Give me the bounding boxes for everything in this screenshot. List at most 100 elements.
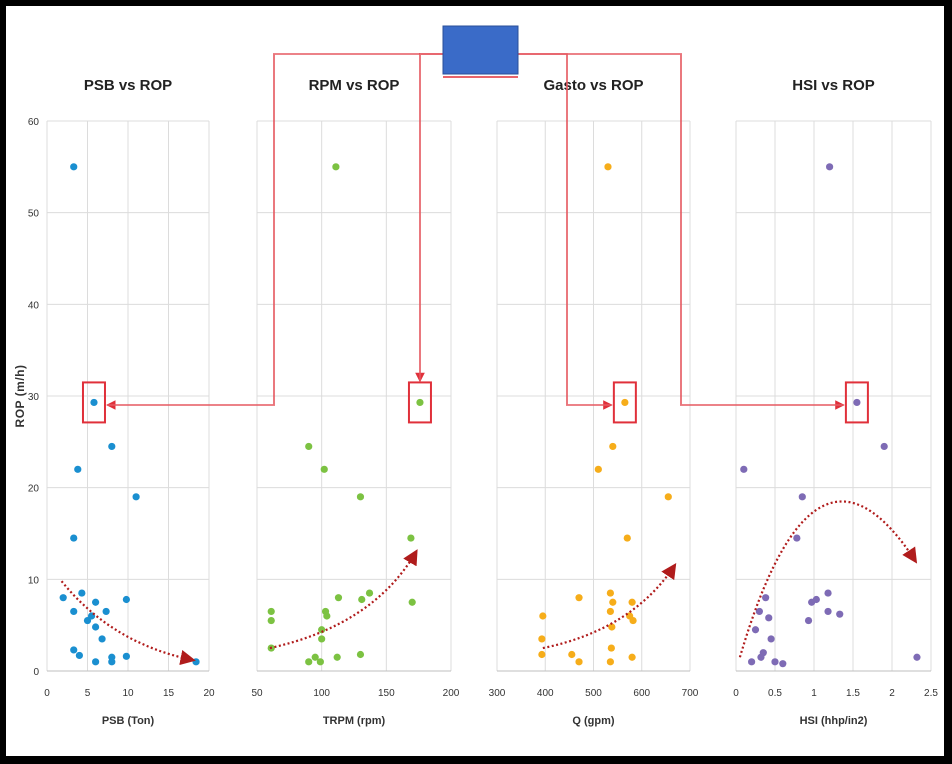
x-axis-label: TRPM (rpm) — [323, 715, 386, 727]
x-tick-label: 500 — [585, 688, 602, 699]
x-tick-label: 2 — [889, 688, 895, 699]
y-tick-label: 40 — [28, 300, 40, 311]
data-point — [305, 442, 313, 451]
data-point — [70, 534, 78, 542]
data-point — [575, 658, 583, 666]
chart-frame: 0 5 10 15 20 0 10 20 30 40 50 60 PSB vs ROP PSB (Ton)… — [6, 6, 944, 756]
callout-arrow-inner — [419, 53, 518, 381]
data-point — [358, 595, 366, 604]
data-point — [108, 658, 116, 666]
y-tick-label: 10 — [28, 575, 40, 586]
data-point — [408, 598, 416, 606]
data-point — [755, 607, 764, 616]
data-point — [92, 623, 100, 631]
data-point — [122, 652, 130, 660]
x-tick-label: 1 — [811, 688, 817, 699]
data-point — [628, 598, 636, 606]
trend-line — [60, 580, 196, 666]
data-point — [606, 658, 614, 666]
data-point — [628, 653, 636, 661]
data-point — [824, 589, 832, 597]
callout-arrow-inner — [443, 53, 611, 406]
callout-box — [442, 25, 519, 75]
data-point — [59, 594, 67, 602]
y-tick-label: 30 — [28, 392, 40, 403]
data-point — [407, 534, 415, 542]
data-point — [771, 658, 779, 666]
data-point — [92, 658, 100, 666]
y-axis-label: ROP (m/h) — [13, 365, 27, 428]
data-point — [311, 653, 319, 661]
data-point — [538, 635, 546, 643]
data-point — [333, 653, 341, 661]
x-tick-label: 0 — [733, 688, 739, 699]
x-tick-label: 150 — [378, 688, 395, 699]
highlight-box — [81, 381, 106, 424]
data-point — [132, 493, 140, 501]
data-point — [793, 534, 801, 542]
panel-2: 50 100 150 200 RPM vs ROP TRPM (rpm) — [251, 77, 459, 727]
trend-line — [269, 549, 418, 650]
x-tick-label: 0 — [44, 688, 50, 699]
x-tick-label: 700 — [682, 688, 699, 699]
data-point — [798, 493, 806, 501]
data-point — [416, 398, 424, 407]
data-point — [606, 589, 614, 597]
data-point — [804, 616, 813, 625]
x-tick-label: 50 — [251, 688, 263, 699]
data-point — [762, 594, 770, 602]
x-axis-label: PSB (Ton) — [102, 715, 155, 727]
data-point — [607, 644, 615, 652]
x-tick-label: 300 — [489, 688, 506, 699]
data-point — [74, 465, 82, 473]
data-point — [267, 607, 275, 616]
data-point — [568, 650, 576, 659]
data-point — [320, 465, 328, 473]
callout-arrow-2 — [415, 53, 518, 383]
x-tick-label: 20 — [203, 688, 215, 699]
data-point — [538, 650, 546, 659]
data-point — [70, 163, 78, 171]
data-point — [757, 653, 765, 661]
data-point — [836, 610, 844, 618]
data-point — [826, 163, 834, 171]
panel-3: 300 400 500 600 700 Gasto vs ROP Q (gpm) — [489, 77, 699, 727]
data-point — [316, 658, 324, 666]
data-point — [70, 646, 78, 654]
data-point — [92, 598, 100, 606]
data-point — [98, 635, 106, 643]
data-point — [267, 616, 275, 625]
data-point — [332, 163, 340, 171]
trend-line — [542, 563, 677, 650]
data-point — [608, 623, 616, 631]
y-tick-label: 60 — [28, 117, 40, 128]
x-tick-label: 15 — [163, 688, 175, 699]
data-point — [75, 651, 83, 660]
data-point — [575, 594, 583, 602]
panel-title: Gasto vs ROP — [543, 77, 643, 94]
data-point — [609, 442, 617, 451]
data-point — [365, 589, 374, 597]
highlight-box — [844, 381, 869, 424]
data-point — [122, 595, 130, 604]
x-tick-label: 10 — [122, 688, 134, 699]
data-point — [853, 398, 861, 407]
x-axis-label: HSI (hhp/in2) — [800, 715, 868, 727]
data-point — [748, 658, 756, 666]
data-point — [664, 493, 672, 501]
data-point — [606, 607, 614, 616]
data-point — [880, 442, 888, 451]
panel-title: RPM vs ROP — [309, 77, 400, 94]
x-tick-label: 5 — [85, 688, 91, 699]
data-point — [318, 635, 326, 643]
callout-arrow-3 — [443, 53, 613, 410]
data-point — [751, 626, 760, 634]
data-point — [356, 493, 365, 501]
callout-connectors — [106, 53, 845, 410]
callout-arrow-inner — [518, 53, 843, 406]
data-point — [765, 614, 773, 622]
x-tick-label: 1.5 — [846, 688, 860, 699]
y-tick-label: 0 — [33, 667, 39, 678]
x-tick-label: 400 — [537, 688, 554, 699]
